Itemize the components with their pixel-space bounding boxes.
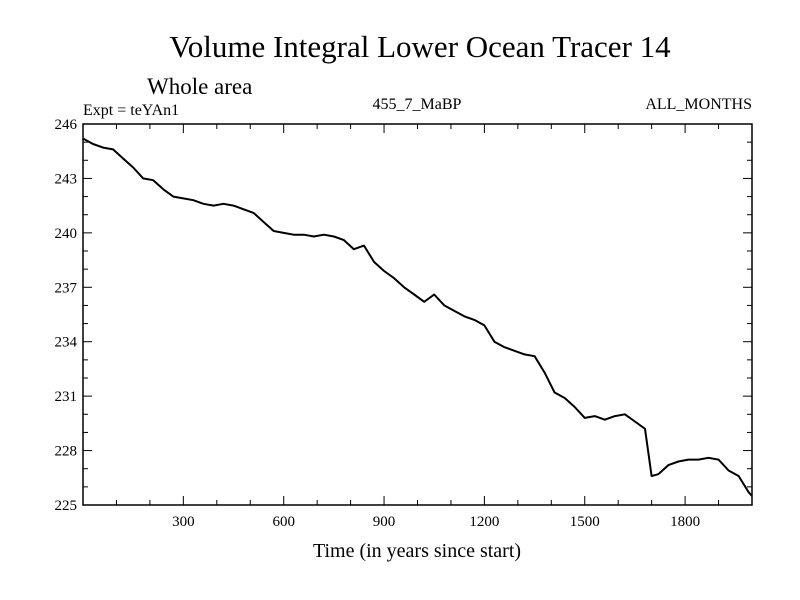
y-tick-label: 237	[55, 280, 78, 296]
chart-subtitle: Whole area	[147, 74, 252, 99]
x-tick-label: 1200	[469, 514, 499, 530]
x-axis-title: Time (in years since start)	[313, 540, 521, 562]
y-tick-label: 243	[55, 171, 78, 187]
y-tick-label: 246	[55, 117, 78, 133]
minor-ticks	[83, 124, 752, 505]
x-tick-label: 600	[272, 514, 295, 530]
x-tick-label: 1500	[570, 514, 600, 530]
x-tick-label: 300	[172, 514, 195, 530]
x-tick-label: 900	[373, 514, 396, 530]
data-series-line	[82, 137, 753, 497]
chart-title: Volume Integral Lower Ocean Tracer 14	[169, 29, 671, 64]
plot-frame	[82, 123, 753, 506]
y-axis: 225 228 231 234 237 240 243 246	[55, 117, 752, 514]
y-tick-label: 228	[55, 444, 78, 460]
expt-label: Expt = teYAn1	[83, 102, 179, 119]
x-tick-label: 1800	[670, 514, 700, 530]
y-tick-label: 231	[55, 389, 78, 405]
y-tick-label: 240	[55, 226, 78, 242]
y-tick-label: 225	[55, 498, 78, 514]
x-axis: 300 600 900 1200 1500 1800	[172, 124, 700, 530]
y-tick-label: 234	[55, 335, 78, 351]
run-label: 455_7_MaBP	[373, 96, 462, 113]
months-label: ALL_MONTHS	[645, 96, 752, 113]
